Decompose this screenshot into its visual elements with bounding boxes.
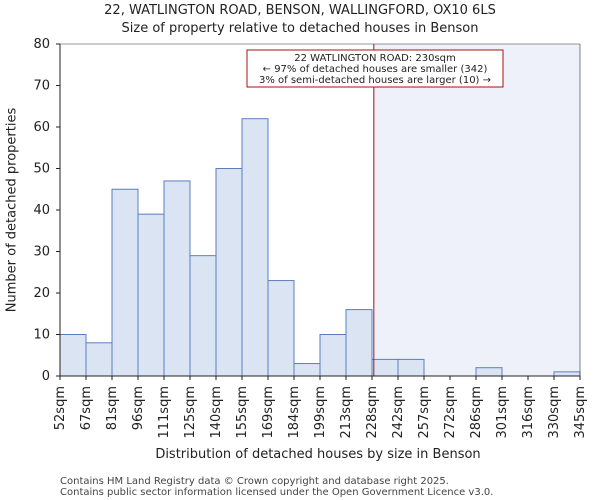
y-tick-label: 40 — [33, 203, 50, 218]
y-tick-label: 80 — [33, 37, 50, 52]
y-axis-label: Number of detached properties — [5, 108, 20, 313]
annotation-line2: ← 97% of detached houses are smaller (34… — [263, 64, 488, 75]
x-tick-label: 169sqm — [261, 386, 276, 439]
x-tick-labels: 52sqm 67sqm 81sqm 96sqm 111sqm 125sqm 140sqm 15… — [53, 386, 588, 439]
x-tick-label: 228sqm — [365, 386, 380, 439]
x-tick-label: 67sqm — [79, 386, 94, 430]
annotation-line3: 3% of semi-detached houses are larger (1… — [259, 75, 491, 86]
x-tick-label: 52sqm — [53, 386, 68, 430]
footer-line1: Contains HM Land Registry data © Crown c… — [60, 476, 449, 487]
x-tick-label: 345sqm — [573, 386, 588, 439]
x-tick-label: 316sqm — [521, 386, 536, 439]
y-tick-label: 30 — [33, 245, 50, 260]
bar — [85, 342, 113, 377]
y-tick-label: 20 — [33, 286, 50, 301]
annotation-line1: 22 WATLINGTON ROAD: 230sqm — [294, 53, 456, 64]
bar — [137, 213, 165, 377]
x-tick-label: 140sqm — [209, 386, 224, 439]
bar — [215, 168, 243, 377]
x-tick-label: 213sqm — [339, 386, 354, 439]
x-tick-label: 111sqm — [157, 386, 172, 439]
x-tick-label: 330sqm — [547, 386, 562, 439]
bar — [397, 358, 425, 377]
annotation-box: 22 WATLINGTON ROAD: 230sqm ← 97% of deta… — [246, 49, 504, 88]
bar — [59, 334, 87, 377]
bar — [189, 255, 217, 377]
bar — [267, 280, 295, 377]
bar — [241, 118, 269, 377]
bars — [59, 118, 581, 377]
highlight-region — [373, 44, 580, 376]
x-axis-label: Distribution of detached houses by size … — [155, 447, 480, 462]
chart-title-line1: 22, WATLINGTON ROAD, BENSON, WALLINGFORD… — [104, 3, 496, 18]
y-tick-label: 0 — [42, 369, 50, 384]
axes — [56, 43, 581, 380]
x-tick-label: 184sqm — [287, 386, 302, 439]
annotation-border — [246, 49, 504, 88]
bar — [553, 371, 581, 377]
x-tick-label: 125sqm — [183, 386, 198, 439]
bar — [371, 358, 399, 377]
bar — [475, 367, 503, 377]
x-tick-label: 301sqm — [495, 386, 510, 439]
bar — [293, 363, 321, 377]
bar — [163, 180, 191, 377]
y-tick-labels: 0 10 20 30 40 50 60 70 80 — [33, 37, 50, 384]
y-tick-label: 50 — [33, 162, 50, 177]
x-tick-label: 199sqm — [313, 386, 328, 439]
x-tick-label: 272sqm — [443, 386, 458, 439]
bar — [319, 334, 347, 377]
y-tick-label: 60 — [33, 120, 50, 135]
y-tick-label: 70 — [33, 79, 50, 94]
bar — [111, 188, 139, 377]
chart-title-line2: Size of property relative to detached ho… — [122, 21, 479, 36]
x-tick-label: 257sqm — [417, 386, 432, 439]
x-tick-label: 155sqm — [235, 386, 250, 439]
y-tick-label: 10 — [33, 328, 50, 343]
bar — [345, 309, 373, 377]
x-tick-label: 242sqm — [391, 386, 406, 439]
x-tick-label: 286sqm — [469, 386, 484, 439]
x-tick-label: 96sqm — [131, 386, 146, 430]
x-tick-label: 81sqm — [105, 386, 120, 430]
footer-line2: Contains public sector information licen… — [60, 487, 493, 498]
